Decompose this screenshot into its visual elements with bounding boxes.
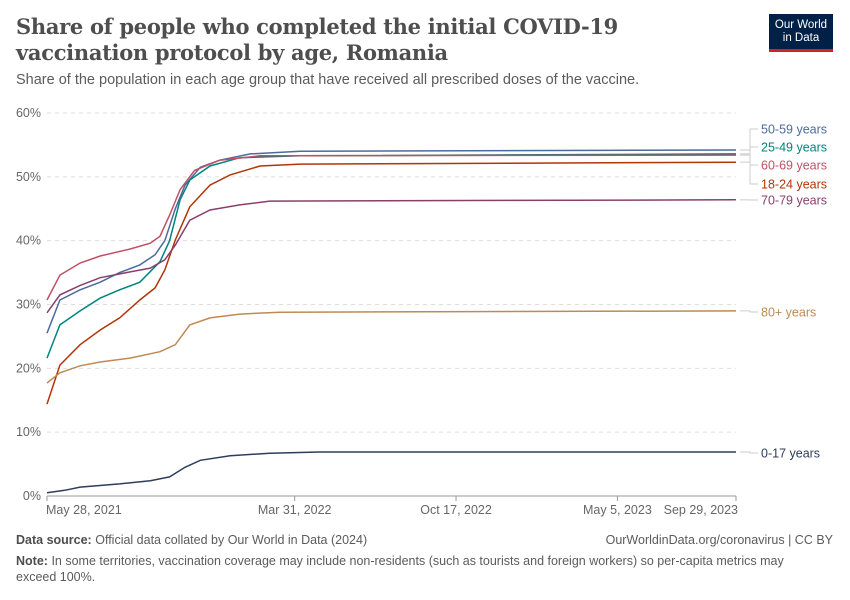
x-tick-label: Mar 31, 2022 xyxy=(258,503,332,517)
y-tick-label: 40% xyxy=(16,234,41,248)
series-line-25-49-years xyxy=(46,153,737,359)
series-label: 18-24 years xyxy=(761,178,827,192)
x-tick-label: May 28, 2021 xyxy=(46,503,122,517)
y-tick-label: 0% xyxy=(23,489,41,503)
owid-logo[interactable]: Our World in Data xyxy=(769,14,833,52)
series-line-50-59-years xyxy=(46,149,737,334)
series-line-70-79-years xyxy=(46,199,737,314)
series-label: 60-69 years xyxy=(761,159,827,173)
source-label: Data source: xyxy=(16,533,92,547)
series-line-80-years xyxy=(46,310,737,384)
y-tick-label: 50% xyxy=(16,170,41,184)
series-label: 0-17 years xyxy=(761,447,820,461)
note-label: Note: xyxy=(16,554,48,568)
y-tick-label: 20% xyxy=(16,361,41,375)
legend-connector xyxy=(740,146,758,155)
y-tick-label: 30% xyxy=(16,298,41,312)
x-tick-label: May 5, 2023 xyxy=(583,503,652,517)
y-tick-label: 10% xyxy=(16,425,41,439)
legend-connector xyxy=(740,310,758,313)
source-text[interactable]: Official data collated by Our World in D… xyxy=(95,533,368,547)
series-label: 50-59 years xyxy=(761,123,827,137)
source-link[interactable]: OurWorldinData.org/coronavirus | CC BY xyxy=(605,533,833,547)
series-label: 25-49 years xyxy=(761,141,827,155)
series-line-18-24-years xyxy=(46,161,737,405)
y-tick-label: 60% xyxy=(16,106,41,120)
chart-subtitle: Share of the population in each age grou… xyxy=(16,72,640,88)
note: Note: In some territories, vaccination c… xyxy=(16,553,816,585)
note-text: In some territories, vaccination coverag… xyxy=(16,554,784,584)
chart-title: Share of people who completed the initia… xyxy=(16,14,618,65)
series-label: 70-79 years xyxy=(761,194,827,208)
x-tick-label: Oct 17, 2022 xyxy=(420,503,492,517)
data-source: Data source: Official data collated by O… xyxy=(16,533,367,547)
legend-connector xyxy=(740,161,758,185)
series-label: 80+ years xyxy=(761,306,816,320)
legend-connector xyxy=(740,154,758,166)
series-line-0-17-years xyxy=(46,451,736,494)
series-line-60-69-years xyxy=(46,154,737,301)
legend-connector xyxy=(740,451,758,454)
x-tick-label: Sep 29, 2023 xyxy=(664,503,738,517)
